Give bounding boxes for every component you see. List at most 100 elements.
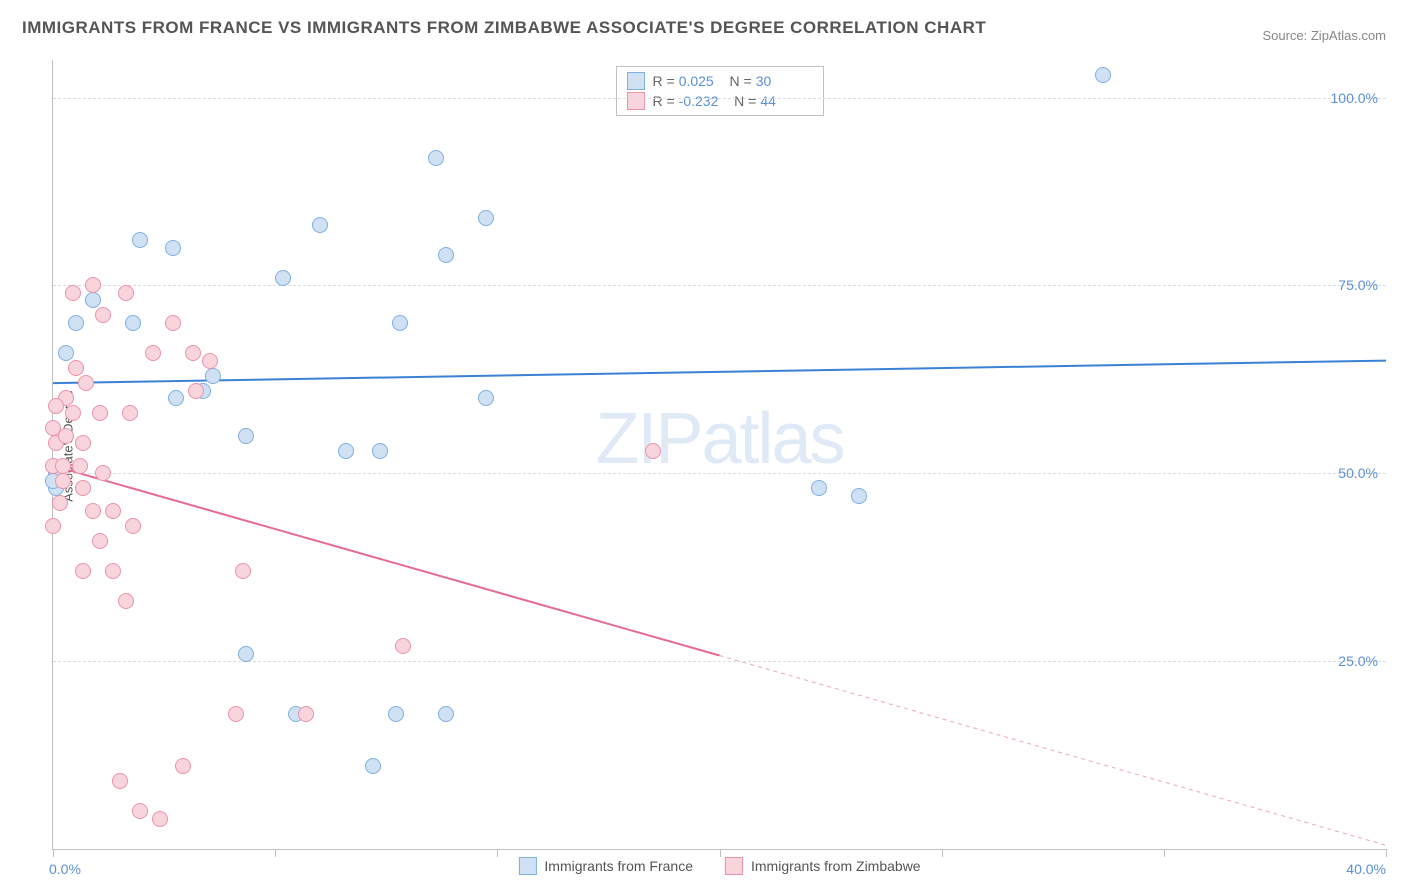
data-point [125,315,141,331]
stats-legend-row-france: R = 0.025 N = 30 [627,71,813,91]
xtick [1386,849,1387,857]
data-point [478,210,494,226]
xtick-label: 0.0% [49,861,81,877]
data-point [55,473,71,489]
data-point [175,758,191,774]
series-legend-item-france: Immigrants from France [518,857,693,875]
data-point [58,345,74,361]
data-point [372,443,388,459]
data-point [105,503,121,519]
data-point [392,315,408,331]
legend-swatch-france [518,857,536,875]
chart-title: IMMIGRANTS FROM FRANCE VS IMMIGRANTS FRO… [22,18,986,38]
series-legend-label-zimbabwe: Immigrants from Zimbabwe [751,858,921,874]
data-point [68,360,84,376]
data-point [72,458,88,474]
data-point [235,563,251,579]
legend-key-n: N = [734,93,756,109]
data-point [125,518,141,534]
series-legend-label-france: Immigrants from France [544,858,693,874]
data-point [68,315,84,331]
trendlines-layer [53,60,1386,849]
data-point [132,232,148,248]
data-point [92,533,108,549]
data-point [55,458,71,474]
data-point [365,758,381,774]
xtick [275,849,276,857]
legend-r-val-france: 0.025 [679,73,714,89]
data-point [112,773,128,789]
series-legend: Immigrants from France Immigrants from Z… [518,857,920,875]
plot-area: ZIPatlas R = 0.025 N = 30 R = -0.232 N =… [52,60,1386,850]
data-point [338,443,354,459]
xtick [942,849,943,857]
data-point [152,811,168,827]
data-point [438,247,454,263]
legend-key-n: N = [730,73,752,89]
data-point [168,390,184,406]
gridline-h [53,285,1386,286]
data-point [95,465,111,481]
series-legend-item-zimbabwe: Immigrants from Zimbabwe [725,857,921,875]
legend-n-val-france: 30 [756,73,772,89]
data-point [185,345,201,361]
data-point [145,345,161,361]
data-point [165,315,181,331]
data-point [75,435,91,451]
data-point [85,292,101,308]
data-point [105,563,121,579]
data-point [122,405,138,421]
data-point [811,480,827,496]
data-point [478,390,494,406]
legend-r-val-zimbabwe: -0.232 [679,93,719,109]
source-label: Source: ZipAtlas.com [1262,28,1386,43]
data-point [438,706,454,722]
data-point [645,443,661,459]
xtick [1164,849,1165,857]
stats-legend-row-zimbabwe: R = -0.232 N = 44 [627,91,813,111]
data-point [75,480,91,496]
ytick-label: 50.0% [1338,465,1378,481]
watermark-part-b: atlas [701,399,843,479]
data-point [85,277,101,293]
data-point [78,375,94,391]
legend-n-val-zimbabwe: 44 [760,93,776,109]
data-point [48,398,64,414]
data-point [205,368,221,384]
watermark: ZIPatlas [595,398,843,480]
data-point [58,428,74,444]
watermark-part-a: ZIP [595,399,701,479]
data-point [395,638,411,654]
data-point [85,503,101,519]
data-point [52,495,68,511]
data-point [275,270,291,286]
data-point [188,383,204,399]
legend-key-r: R = [653,73,675,89]
data-point [202,353,218,369]
xtick [497,849,498,857]
legend-swatch-zimbabwe [627,92,645,110]
stats-legend: R = 0.025 N = 30 R = -0.232 N = 44 [616,66,824,116]
gridline-h [53,98,1386,99]
data-point [132,803,148,819]
data-point [65,285,81,301]
xtick [53,849,54,857]
data-point [1095,67,1111,83]
ytick-label: 75.0% [1338,277,1378,293]
data-point [45,518,61,534]
data-point [118,593,134,609]
data-point [238,428,254,444]
data-point [95,307,111,323]
legend-swatch-zimbabwe [725,857,743,875]
data-point [65,405,81,421]
ytick-label: 25.0% [1338,653,1378,669]
data-point [228,706,244,722]
data-point [75,563,91,579]
data-point [92,405,108,421]
data-point [312,217,328,233]
ytick-label: 100.0% [1331,90,1378,106]
data-point [298,706,314,722]
xtick [720,849,721,857]
data-point [165,240,181,256]
data-point [388,706,404,722]
